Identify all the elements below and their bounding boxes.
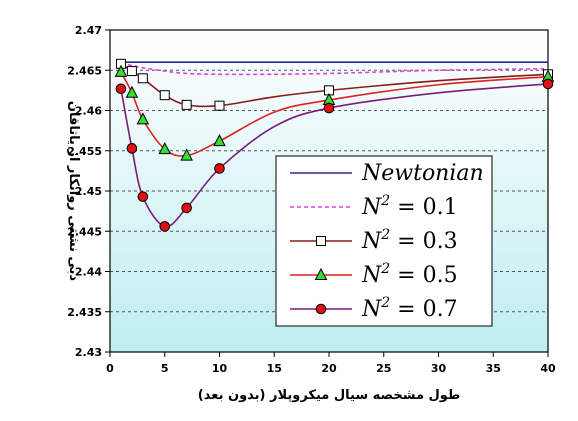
legend-label: N2 = 0.5 bbox=[361, 261, 458, 288]
data-point bbox=[125, 85, 139, 98]
x-tick-label: 20 bbox=[321, 362, 337, 375]
y-tick-label: 2.445 bbox=[67, 225, 102, 238]
series-line bbox=[120, 71, 549, 157]
legend-label: N2 = 0.1 bbox=[361, 193, 458, 220]
y-tick-label: 2.44 bbox=[75, 266, 102, 279]
data-point bbox=[137, 73, 148, 84]
x-tick-label: 35 bbox=[486, 362, 501, 375]
y-tick-label: 2.47 bbox=[75, 24, 102, 37]
y-tick-label: 2.45 bbox=[75, 185, 102, 198]
data-point bbox=[323, 102, 335, 114]
legend-swatch-marker bbox=[315, 303, 327, 315]
data-point bbox=[158, 142, 172, 155]
series-line bbox=[120, 63, 549, 76]
plot-border bbox=[109, 29, 549, 353]
x-tick-label: 25 bbox=[376, 362, 391, 375]
data-point bbox=[114, 64, 128, 77]
legend-entry: Newtonian bbox=[290, 161, 484, 186]
data-point bbox=[136, 112, 150, 125]
data-point bbox=[181, 202, 192, 214]
legend-entry: N2 = 0.1 bbox=[290, 193, 458, 220]
y-tick-label: 2.43 bbox=[75, 346, 102, 359]
data-point bbox=[181, 99, 192, 110]
legend-label: N2 = 0.3 bbox=[361, 227, 458, 254]
series-5 bbox=[115, 78, 554, 232]
data-point bbox=[213, 134, 226, 147]
x-axis-title: طول مشخصه سیال میکروپلار (بدون بعد) bbox=[198, 388, 460, 403]
legend-entry: N2 = 0.3 bbox=[290, 227, 458, 254]
data-point bbox=[214, 100, 225, 111]
data-point bbox=[180, 148, 193, 161]
series-4 bbox=[114, 64, 555, 161]
legend-label: N2 = 0.7 bbox=[361, 295, 458, 322]
x-tick-label: 0 bbox=[106, 362, 114, 375]
data-point bbox=[214, 163, 225, 174]
x-tick-label: 10 bbox=[212, 362, 228, 375]
x-tick-label: 5 bbox=[161, 362, 169, 375]
legend-entry: N2 = 0.7 bbox=[290, 295, 458, 322]
legend-swatch-marker bbox=[316, 236, 326, 246]
y-tick-label: 2.455 bbox=[67, 145, 102, 158]
x-tick-label: 40 bbox=[540, 362, 556, 375]
y-tick-label: 2.465 bbox=[67, 64, 102, 77]
data-point bbox=[126, 143, 138, 154]
series-3 bbox=[115, 58, 553, 111]
y-tick-label: 2.435 bbox=[67, 306, 102, 319]
y-tick-label: 2.46 bbox=[75, 105, 102, 118]
y-axis-title: دبی نشتی روانکار از یاتاقان bbox=[66, 101, 81, 281]
data-point bbox=[126, 66, 137, 77]
series-2 bbox=[120, 63, 549, 76]
data-point bbox=[542, 78, 554, 90]
data-point bbox=[159, 90, 170, 101]
x-tick-label: 15 bbox=[267, 362, 282, 375]
legend: Newtonian N2 = 0.1 N2 = 0.3 N2 = 0.5 N2 = 0.… bbox=[275, 155, 493, 327]
legend-swatch-marker bbox=[314, 267, 328, 280]
data-point bbox=[159, 221, 171, 232]
data-point bbox=[137, 191, 149, 202]
legend-entry: N2 = 0.5 bbox=[290, 261, 458, 288]
legend-label: Newtonian bbox=[361, 161, 484, 186]
data-point bbox=[115, 83, 127, 95]
x-tick-label: 30 bbox=[431, 362, 447, 375]
